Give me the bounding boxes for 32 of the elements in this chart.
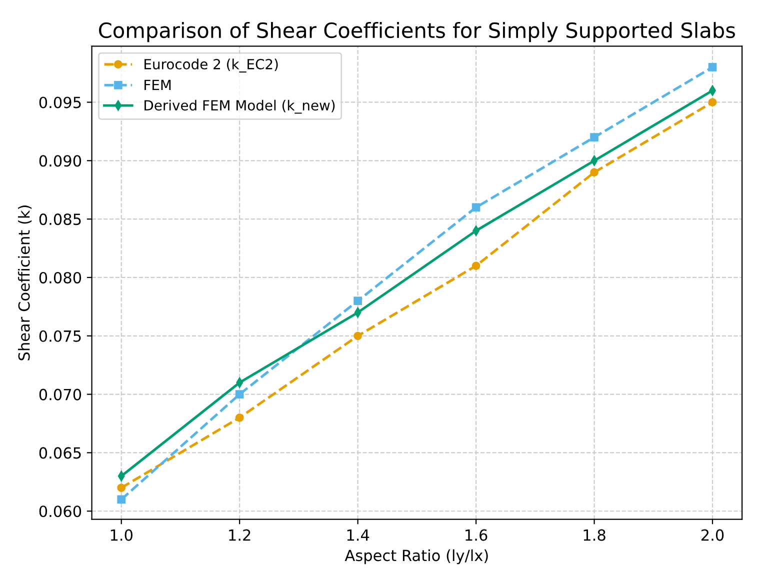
x-tick-label: 1.2 [229,529,250,541]
point [708,63,717,72]
y-tick-label: 0.080 [39,272,82,284]
y-tick-label: 0.085 [39,214,81,226]
x-tick-label: 1.0 [110,529,132,541]
y-tick-label: 0.090 [39,155,82,167]
chart-title: Comparison of Shear Coefficients for Simply Supported Slabs [99,22,735,42]
y-tick-label: 0.075 [39,330,81,342]
x-tick-label: 1.6 [466,529,488,541]
y-axis-title: Shear Coefficient (k) [18,206,32,360]
point [590,168,598,176]
legend-label: FEM [144,80,171,90]
point [472,262,480,270]
point [590,133,598,142]
x-axis-title: Aspect Ratio (ly/lx) [344,549,488,564]
legend-label: Derived FEM Model (k_new) [144,100,335,114]
y-tick-label: 0.095 [39,96,81,108]
point [472,203,480,212]
point [708,98,717,106]
point [117,495,126,504]
point [235,390,244,398]
legend-label: Eurocode 2 (k_EC2) [144,58,278,72]
point [117,484,126,492]
x-tick-label: 2.0 [701,529,724,541]
y-tick-label: 0.070 [39,388,82,400]
y-tick-label: 0.060 [39,506,82,518]
x-tick-label: 1.4 [347,529,370,541]
point [354,296,362,306]
x-tick-label: 1.8 [584,529,606,541]
point [354,332,362,340]
y-tick-label: 0.065 [39,447,81,459]
point [235,413,244,422]
